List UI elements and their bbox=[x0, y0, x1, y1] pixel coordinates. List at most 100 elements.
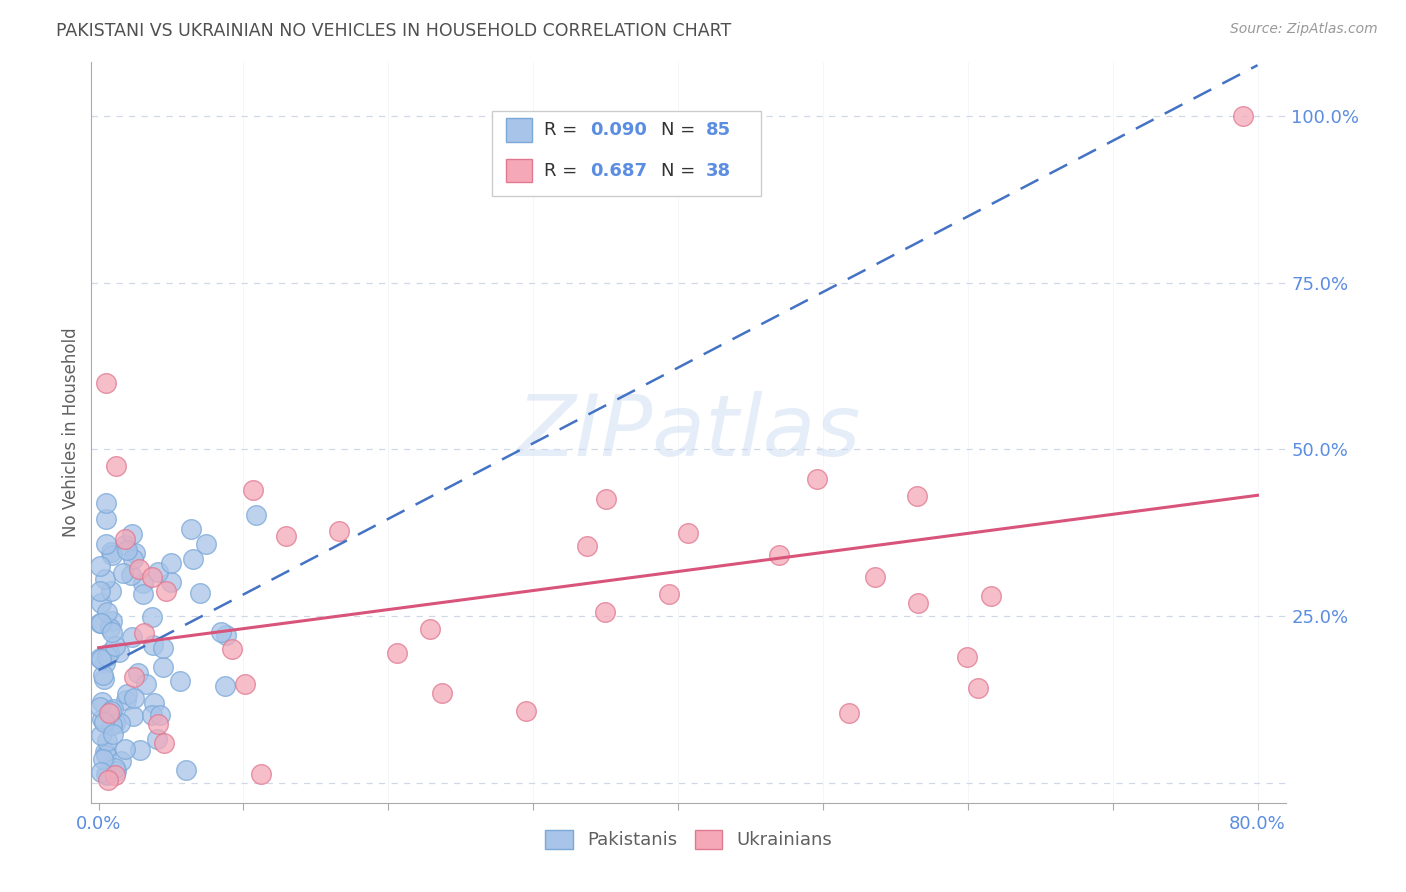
Point bbox=[148, 565, 170, 579]
Point bbox=[94, 512, 117, 526]
Point bbox=[91, 695, 114, 709]
Point bbox=[100, 704, 122, 718]
Point bbox=[117, 687, 139, 701]
Point bbox=[101, 548, 124, 562]
Point bbox=[108, 715, 131, 730]
Text: 0.090: 0.090 bbox=[589, 120, 647, 139]
Point bbox=[160, 574, 183, 589]
Point bbox=[124, 546, 146, 560]
Point bbox=[967, 681, 990, 695]
Point bbox=[233, 677, 256, 691]
Point bbox=[658, 586, 681, 600]
Point bbox=[169, 673, 191, 688]
Point bbox=[112, 566, 135, 581]
Point bbox=[89, 699, 111, 714]
Point bbox=[114, 742, 136, 756]
Point bbox=[90, 615, 112, 630]
Text: N =: N = bbox=[661, 161, 702, 179]
Point bbox=[94, 656, 117, 670]
Point bbox=[104, 716, 127, 731]
Point bbox=[115, 543, 138, 558]
Point bbox=[89, 558, 111, 573]
Point bbox=[94, 767, 117, 781]
Point bbox=[100, 545, 122, 559]
Point bbox=[863, 570, 886, 584]
Legend: Pakistanis, Ukrainians: Pakistanis, Ukrainians bbox=[538, 823, 839, 856]
Point bbox=[104, 761, 127, 775]
Point bbox=[97, 772, 120, 787]
Point bbox=[101, 718, 124, 732]
Point bbox=[806, 472, 828, 486]
Point bbox=[114, 538, 136, 552]
Point bbox=[132, 625, 155, 640]
Point bbox=[124, 670, 146, 684]
Point bbox=[91, 712, 114, 726]
Point bbox=[214, 628, 236, 642]
Point bbox=[132, 575, 155, 590]
Point bbox=[152, 660, 174, 674]
Point bbox=[135, 677, 157, 691]
Point bbox=[593, 606, 616, 620]
Point bbox=[152, 641, 174, 656]
Point bbox=[104, 768, 127, 782]
Point bbox=[105, 458, 128, 473]
Text: 38: 38 bbox=[706, 161, 731, 179]
Point bbox=[104, 639, 127, 653]
Point bbox=[209, 624, 232, 639]
Point bbox=[91, 752, 114, 766]
Point bbox=[89, 651, 111, 665]
Point bbox=[385, 646, 408, 660]
Point bbox=[90, 765, 112, 780]
Point bbox=[93, 667, 115, 681]
Point bbox=[90, 728, 112, 742]
Point bbox=[956, 650, 979, 665]
Point bbox=[274, 529, 297, 543]
Point bbox=[159, 556, 181, 570]
Point bbox=[153, 736, 176, 750]
Point bbox=[122, 690, 145, 705]
FancyBboxPatch shape bbox=[492, 111, 761, 195]
Bar bbox=[506, 118, 533, 142]
Point bbox=[188, 586, 211, 600]
Point bbox=[122, 708, 145, 723]
Y-axis label: No Vehicles in Household: No Vehicles in Household bbox=[62, 327, 80, 538]
Point bbox=[96, 605, 118, 619]
Point bbox=[98, 646, 121, 660]
Point bbox=[142, 638, 165, 652]
Point bbox=[121, 630, 143, 644]
Point bbox=[905, 489, 928, 503]
Point bbox=[90, 596, 112, 610]
Text: R =: R = bbox=[544, 161, 583, 179]
Text: Source: ZipAtlas.com: Source: ZipAtlas.com bbox=[1230, 22, 1378, 37]
Text: PAKISTANI VS UKRAINIAN NO VEHICLES IN HOUSEHOLD CORRELATION CHART: PAKISTANI VS UKRAINIAN NO VEHICLES IN HO… bbox=[56, 22, 731, 40]
Text: ZIPatlas: ZIPatlas bbox=[517, 391, 860, 475]
Point bbox=[328, 524, 350, 539]
Point bbox=[242, 483, 264, 498]
Point bbox=[100, 614, 122, 628]
Point bbox=[127, 665, 149, 680]
Point bbox=[419, 623, 441, 637]
Point bbox=[90, 652, 112, 666]
Text: 85: 85 bbox=[706, 120, 731, 139]
Point bbox=[146, 717, 169, 731]
Point bbox=[94, 537, 117, 551]
Point bbox=[174, 763, 197, 777]
Point bbox=[114, 693, 136, 707]
Point bbox=[432, 686, 454, 700]
Point bbox=[515, 704, 537, 718]
Point bbox=[100, 583, 122, 598]
Point bbox=[181, 552, 204, 566]
Point bbox=[980, 589, 1002, 603]
Point bbox=[93, 672, 115, 686]
Point bbox=[576, 539, 599, 553]
Point bbox=[907, 596, 929, 610]
Text: R =: R = bbox=[544, 120, 583, 139]
Point bbox=[245, 508, 267, 522]
Point bbox=[221, 641, 243, 656]
Point bbox=[94, 376, 117, 390]
Point bbox=[108, 645, 131, 659]
Point bbox=[101, 625, 124, 640]
Point bbox=[120, 568, 142, 582]
Point bbox=[141, 708, 163, 723]
Point bbox=[114, 533, 136, 547]
